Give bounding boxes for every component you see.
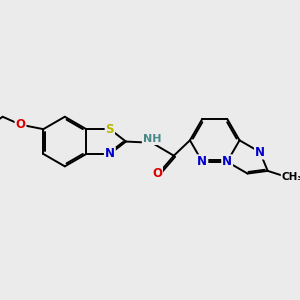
Text: O: O bbox=[152, 167, 162, 180]
Text: CH₃: CH₃ bbox=[282, 172, 300, 182]
Text: S: S bbox=[106, 123, 114, 136]
Text: N: N bbox=[255, 146, 265, 159]
Text: N: N bbox=[105, 147, 115, 161]
Text: N: N bbox=[222, 155, 232, 168]
Text: NH: NH bbox=[143, 134, 161, 144]
Text: O: O bbox=[16, 118, 26, 131]
Text: N: N bbox=[197, 155, 207, 168]
